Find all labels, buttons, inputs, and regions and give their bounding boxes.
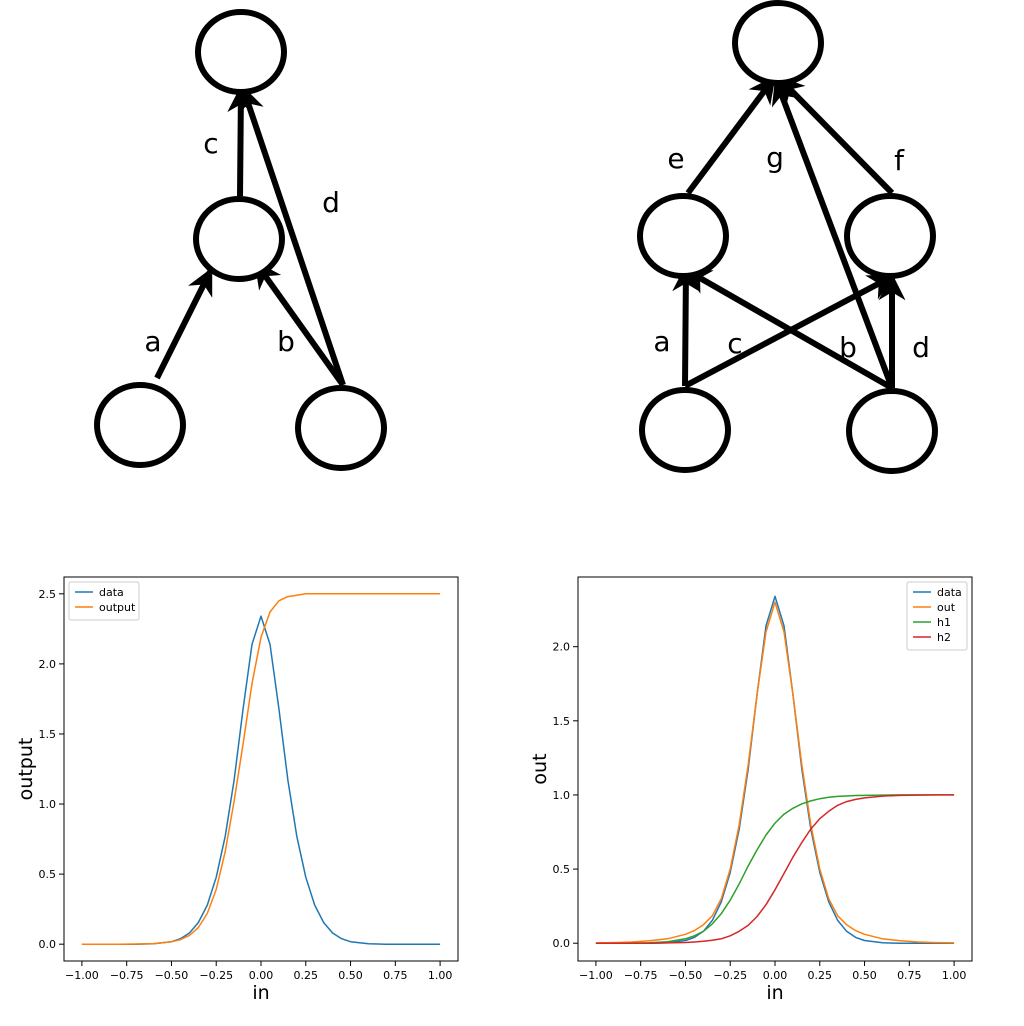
edge-b (253, 260, 346, 387)
chart1-series-line-data (595, 595, 955, 944)
chart0-legend-label: data (99, 586, 124, 599)
node-hidden (193, 196, 285, 282)
edge-g (771, 77, 895, 390)
edge-label-f: f (894, 144, 905, 177)
chart0-y-tick-label: 0.0 (39, 938, 57, 951)
chart0-y-axis-label: output (15, 738, 37, 801)
chart0-y-tick-label: 1.5 (39, 728, 57, 741)
chart1-legend-label: out (937, 601, 956, 614)
edge-label-c: c (203, 127, 218, 160)
chart1-y-tick-label: 0.5 (553, 863, 571, 876)
chart1-x-tick-label: 0.75 (897, 969, 922, 982)
chart1-x-tick-label: −0.25 (713, 969, 747, 982)
node-top (195, 9, 287, 95)
chart1-x-tick-label: −0.75 (624, 969, 658, 982)
edge-label-g: g (766, 141, 784, 174)
chart0-plot-frame (63, 576, 459, 962)
chart1-series-line-h2 (595, 794, 955, 944)
chart1-legend-label: h1 (937, 616, 951, 629)
chart1-y-axis-label: out (529, 753, 551, 784)
node-top (732, 0, 824, 86)
edge-a (672, 264, 700, 387)
chart1-x-tick-label: −0.50 (669, 969, 703, 982)
chart0-y-tick-label: 2.5 (39, 588, 57, 601)
chart0-x-tick-label: 0.25 (294, 969, 319, 982)
edge-c (227, 85, 255, 197)
chart0-series-line-output (81, 593, 441, 945)
chart1-x-tick-label: 1.00 (942, 969, 967, 982)
diagram-left: a b c d (94, 9, 387, 471)
node-input-left (639, 387, 731, 473)
node-hidden-left (637, 193, 729, 279)
chart-left: −1.00 −0.75 −0.50 −0.25 0.00 0.25 0.50 0.75 1.00… (15, 576, 459, 1004)
chart1-legend (906, 581, 968, 651)
chart1-series-line-out (595, 601, 955, 944)
edge-label-b: b (839, 331, 857, 364)
node-input-right (295, 385, 387, 471)
chart1-legend-label: h2 (937, 631, 951, 644)
edge-label-d: d (912, 331, 930, 364)
node-input-left (94, 382, 186, 468)
edge-label-d: d (322, 186, 340, 219)
node-input-right (846, 388, 938, 474)
edge-b (683, 267, 894, 391)
chart0-x-tick-label: −0.75 (110, 969, 144, 982)
edge-label-e: e (667, 142, 684, 175)
edge-a (154, 267, 214, 380)
chart0-x-tick-label: 1.00 (428, 969, 453, 982)
chart0-y-tick-label: 0.5 (39, 868, 57, 881)
chart1-x-tick-label: −1.00 (579, 969, 613, 982)
chart0-x-tick-label: −1.00 (65, 969, 99, 982)
network-diagrams: a b c d a b c d e f g (94, 0, 938, 474)
edge-label-a: a (653, 325, 670, 358)
edge-d (237, 85, 346, 386)
chart0-x-tick-label: −0.50 (155, 969, 189, 982)
chart0-y-tick-label: 2.0 (39, 658, 57, 671)
edge-e (685, 75, 777, 195)
node-hidden-right (844, 193, 936, 279)
chart1-x-tick-label: 0.25 (808, 969, 833, 982)
chart0-x-axis-label: in (252, 982, 269, 1004)
edge-label-c: c (727, 327, 742, 360)
chart-right: −1.00 −0.75 −0.50 −0.25 0.00 0.25 0.50 0.75 1.00… (529, 576, 973, 1004)
chart1-legend-label: data (937, 586, 962, 599)
chart0-y-tick-label: 1.0 (39, 798, 57, 811)
chart0-x-tick-label: −0.25 (199, 969, 233, 982)
chart1-y-tick-label: 0.0 (553, 937, 571, 950)
chart1-series-line-h1 (595, 794, 955, 944)
edge-label-a: a (144, 325, 161, 358)
edge-label-b: b (277, 325, 295, 358)
chart0-x-tick-label: 0.50 (338, 969, 363, 982)
chart0-x-tick-label: 0.75 (383, 969, 408, 982)
chart0-series-line-data (81, 615, 441, 945)
diagram-right: a b c d e f g (637, 0, 938, 474)
chart1-x-tick-label: 0.00 (763, 969, 788, 982)
chart1-x-axis-label: in (766, 982, 783, 1004)
chart1-x-tick-label: 0.50 (852, 969, 877, 982)
chart1-y-tick-label: 2.0 (553, 641, 571, 654)
chart1-y-tick-label: 1.5 (553, 715, 571, 728)
chart1-y-tick-label: 1.0 (553, 789, 571, 802)
edge-f (776, 75, 895, 196)
chart0-x-tick-label: 0.00 (249, 969, 274, 982)
chart0-legend-label: output (99, 601, 136, 614)
